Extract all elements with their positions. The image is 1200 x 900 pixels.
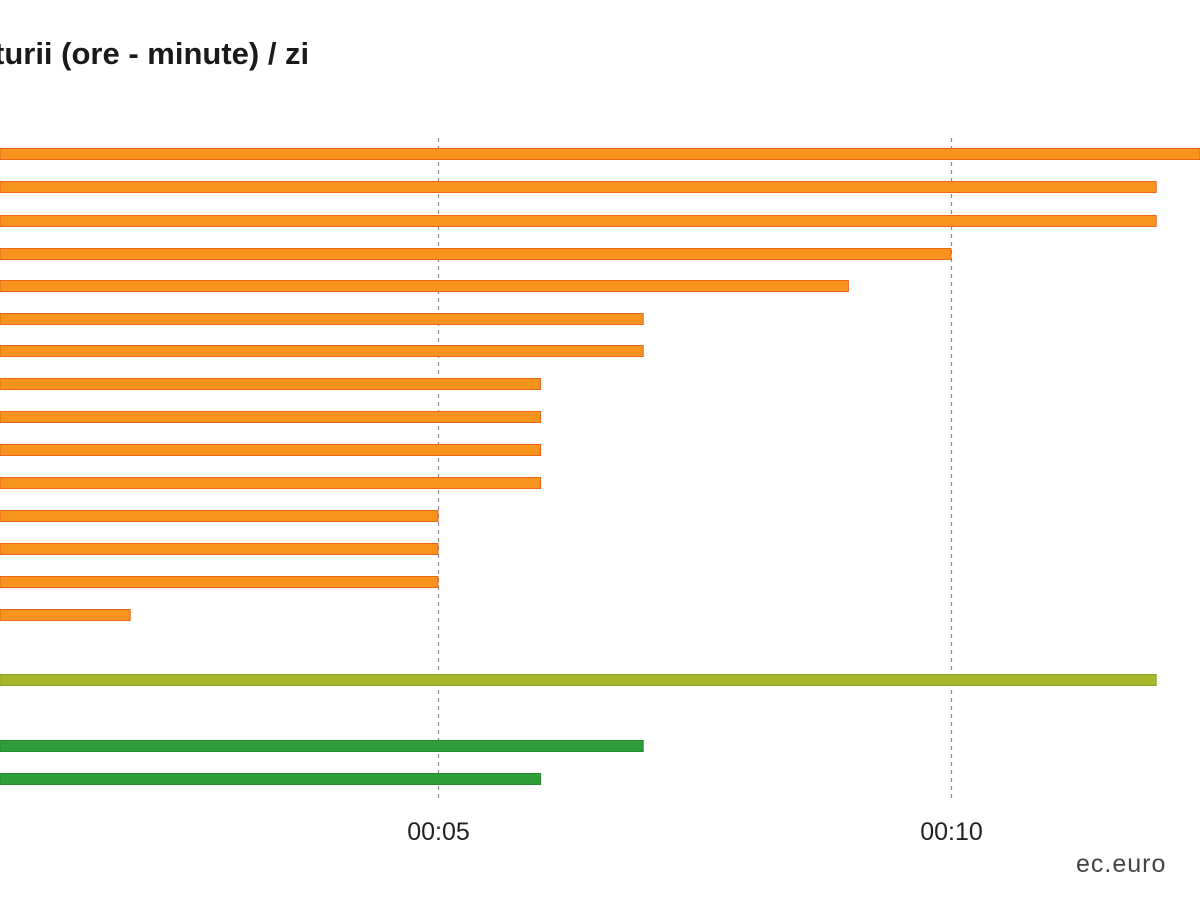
bar-6 [0, 345, 644, 357]
x-tick-label-1: 00:10 [920, 818, 983, 846]
bar-17 [0, 773, 542, 785]
chart-title: turii (ore - minute) / zi [0, 36, 310, 71]
x-axis-ticks: 00:05 00:10 [407, 818, 983, 846]
bar-7 [0, 378, 542, 390]
bar-10 [0, 477, 542, 489]
bar-3 [0, 248, 952, 260]
bar-15 [0, 674, 1157, 686]
x-tick-label-0: 00:05 [407, 818, 470, 846]
bar-12 [0, 543, 439, 555]
bar-11 [0, 510, 439, 522]
bar-1 [0, 181, 1157, 193]
gridlines [437, 138, 953, 800]
bar-16 [0, 740, 644, 752]
bar-2 [0, 215, 1157, 227]
bar-13 [0, 576, 439, 588]
bar-5 [0, 313, 644, 325]
bar-0 [0, 148, 1200, 160]
source-label: ec.euro [1076, 850, 1167, 878]
bar-8 [0, 411, 542, 423]
bar-4 [0, 280, 849, 292]
bar-14 [0, 609, 131, 621]
bars [0, 148, 1200, 785]
bar-9 [0, 444, 542, 456]
